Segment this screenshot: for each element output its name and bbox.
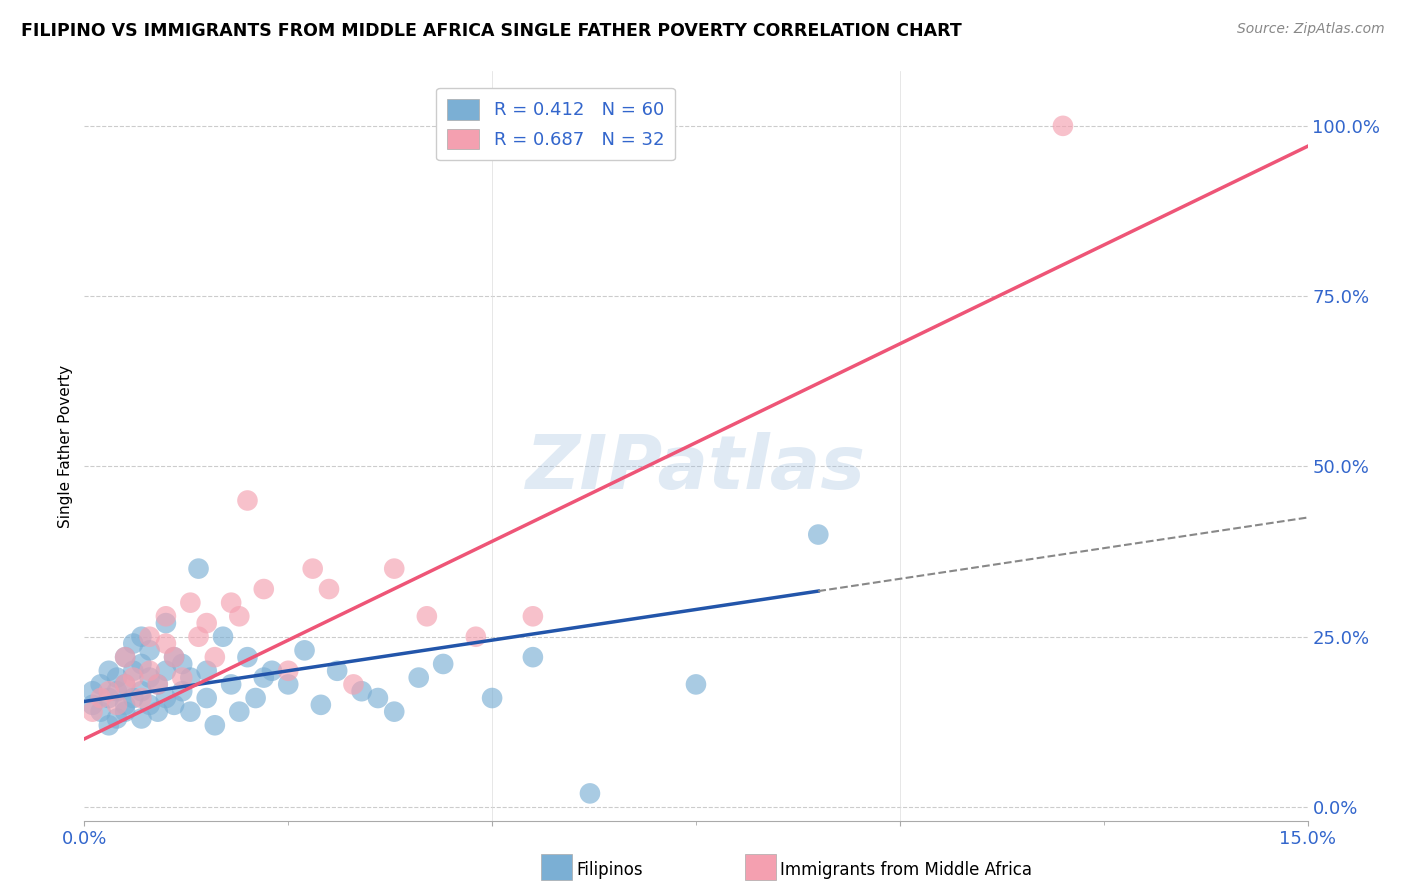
Point <box>195 664 218 678</box>
Point <box>253 582 276 596</box>
Point <box>187 630 209 644</box>
Point <box>179 671 201 685</box>
Point <box>97 684 120 698</box>
Point <box>138 630 160 644</box>
Point <box>179 705 201 719</box>
Point <box>219 677 242 691</box>
Point <box>122 636 145 650</box>
Point <box>228 609 250 624</box>
Point <box>131 657 153 671</box>
Point <box>342 677 364 691</box>
Point <box>82 684 104 698</box>
Point <box>219 596 242 610</box>
Point <box>114 650 136 665</box>
Point <box>105 711 128 725</box>
Point <box>146 705 169 719</box>
Point <box>114 698 136 712</box>
Point <box>82 705 104 719</box>
Point <box>432 657 454 671</box>
Point <box>131 684 153 698</box>
Point <box>122 671 145 685</box>
Point <box>155 609 177 624</box>
Point <box>807 527 830 541</box>
Point <box>155 691 177 706</box>
Point <box>481 691 503 706</box>
Point <box>522 609 544 624</box>
Text: ZIPatlas: ZIPatlas <box>526 432 866 505</box>
Point <box>114 650 136 665</box>
Point <box>138 671 160 685</box>
Point <box>105 698 128 712</box>
Point <box>685 677 707 691</box>
Text: Filipinos: Filipinos <box>576 861 643 879</box>
Point <box>309 698 332 712</box>
Text: FILIPINO VS IMMIGRANTS FROM MIDDLE AFRICA SINGLE FATHER POVERTY CORRELATION CHAR: FILIPINO VS IMMIGRANTS FROM MIDDLE AFRIC… <box>21 22 962 40</box>
Point <box>155 664 177 678</box>
Point <box>155 636 177 650</box>
Point <box>122 664 145 678</box>
Point <box>318 582 340 596</box>
Point <box>204 650 226 665</box>
Point <box>138 643 160 657</box>
Point <box>179 596 201 610</box>
Point <box>163 650 186 665</box>
Point <box>260 664 283 678</box>
Point <box>301 561 323 575</box>
Point <box>382 561 405 575</box>
Point <box>236 493 259 508</box>
Point <box>245 691 267 706</box>
Point <box>172 671 194 685</box>
Point <box>105 671 128 685</box>
Point <box>122 691 145 706</box>
Point <box>416 609 439 624</box>
Point <box>82 698 104 712</box>
Point <box>138 698 160 712</box>
Point <box>163 698 186 712</box>
Point <box>522 650 544 665</box>
Point <box>326 664 349 678</box>
Point <box>172 684 194 698</box>
Point <box>97 664 120 678</box>
Point <box>90 691 112 706</box>
Point <box>146 677 169 691</box>
Point <box>408 671 430 685</box>
Point <box>236 650 259 665</box>
Point <box>382 705 405 719</box>
Point <box>105 684 128 698</box>
Point <box>163 650 186 665</box>
Point <box>187 561 209 575</box>
Legend: R = 0.412   N = 60, R = 0.687   N = 32: R = 0.412 N = 60, R = 0.687 N = 32 <box>436 88 675 161</box>
Point <box>90 677 112 691</box>
Point <box>138 664 160 678</box>
Point <box>114 677 136 691</box>
Point <box>228 705 250 719</box>
Text: Immigrants from Middle Africa: Immigrants from Middle Africa <box>780 861 1032 879</box>
Point <box>579 786 602 800</box>
Text: Source: ZipAtlas.com: Source: ZipAtlas.com <box>1237 22 1385 37</box>
Point <box>212 630 235 644</box>
Point <box>1052 119 1074 133</box>
Point <box>253 671 276 685</box>
Point <box>146 677 169 691</box>
Point <box>294 643 316 657</box>
Point <box>97 691 120 706</box>
Point <box>277 677 299 691</box>
Point <box>114 677 136 691</box>
Point <box>195 691 218 706</box>
Y-axis label: Single Father Poverty: Single Father Poverty <box>58 365 73 527</box>
Point <box>277 664 299 678</box>
Point <box>204 718 226 732</box>
Point <box>172 657 194 671</box>
Point <box>131 691 153 706</box>
Point <box>97 718 120 732</box>
Point <box>131 630 153 644</box>
Point <box>350 684 373 698</box>
Point <box>114 705 136 719</box>
Point <box>195 616 218 631</box>
Point <box>131 711 153 725</box>
Point <box>155 616 177 631</box>
Point <box>367 691 389 706</box>
Point <box>464 630 486 644</box>
Point <box>90 705 112 719</box>
